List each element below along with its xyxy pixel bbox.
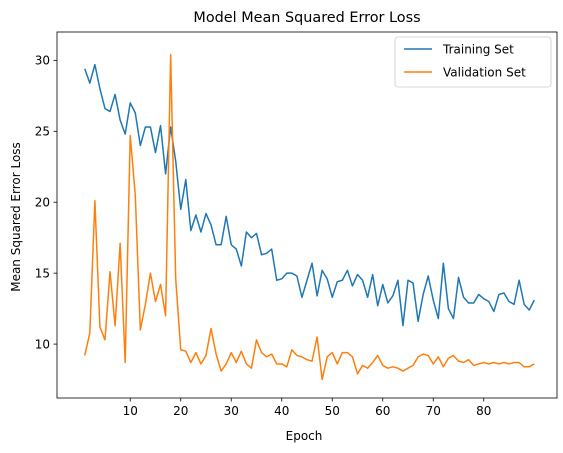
axes-frame — [56, 31, 558, 399]
series-line-validation-set — [84, 53, 535, 381]
x-tick-label: 80 — [476, 404, 491, 418]
y-tick-label: 15 — [35, 266, 50, 280]
y-axis: 10 15 20 25 30 — [35, 54, 57, 351]
legend-label: Training Set — [442, 42, 514, 56]
x-tick-label: 20 — [173, 404, 188, 418]
y-tick-label: 30 — [35, 54, 50, 68]
legend-label: Validation Set — [443, 65, 526, 79]
plot-area — [84, 53, 535, 381]
x-tick-label: 50 — [325, 404, 340, 418]
y-tick-label: 20 — [35, 196, 50, 210]
legend: Training Set Validation Set — [394, 36, 552, 88]
x-axis-label: Epoch — [286, 429, 323, 443]
x-tick-label: 60 — [375, 404, 390, 418]
legend-box — [394, 36, 552, 88]
y-tick-label: 25 — [35, 125, 50, 139]
x-tick-label: 70 — [426, 404, 441, 418]
chart-title: Model Mean Squared Error Loss — [193, 10, 420, 26]
series-line-training-set — [84, 63, 535, 327]
x-tick-label: 10 — [123, 404, 138, 418]
x-tick-label: 30 — [224, 404, 239, 418]
y-axis-label: Mean Squared Error Loss — [9, 142, 23, 292]
x-tick-label: 40 — [274, 404, 289, 418]
x-axis: 10 20 30 40 50 60 70 80 — [123, 398, 491, 418]
y-tick-label: 10 — [35, 337, 50, 351]
